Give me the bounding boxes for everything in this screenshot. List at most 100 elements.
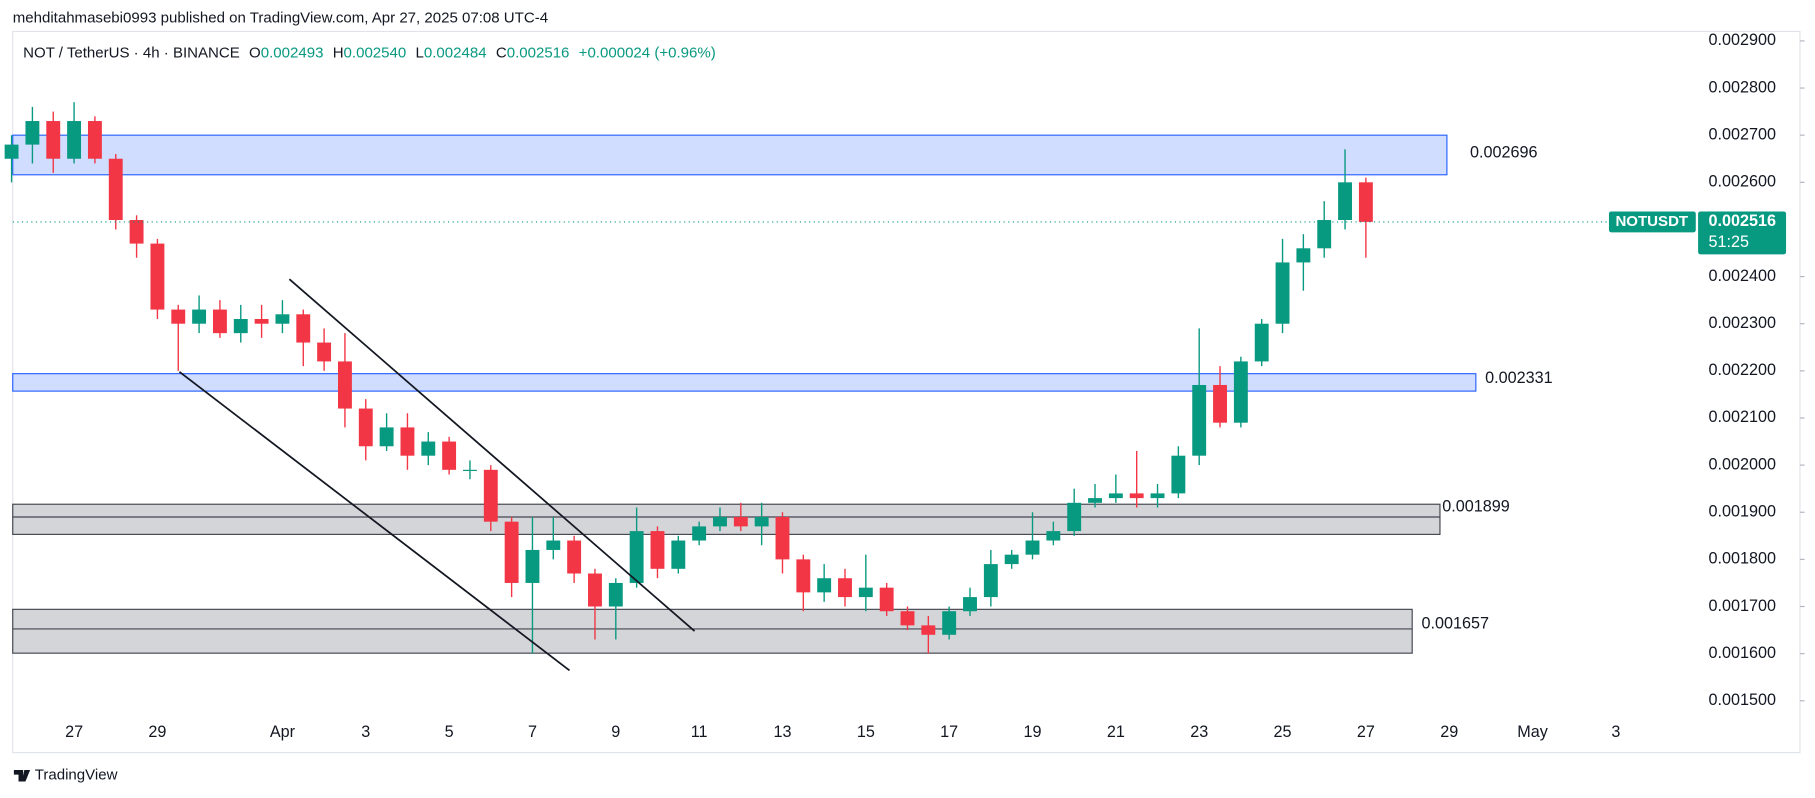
candle-body <box>337 361 352 409</box>
y-tick-label: 0.001600 <box>1709 644 1777 662</box>
candles <box>4 102 1373 654</box>
candle-body <box>1150 493 1165 499</box>
y-tick-label: 0.002000 <box>1709 455 1777 473</box>
candle-body <box>150 243 165 310</box>
candle-body <box>1046 531 1061 541</box>
price-tag <box>1698 211 1787 255</box>
candle-body <box>129 220 144 244</box>
x-tick-label: 17 <box>940 723 958 741</box>
zone-level-label: 0.001899 <box>1442 498 1510 516</box>
candle-body <box>879 587 894 612</box>
chart-header: NOT / TetherUS · 4h · BINANCE O0.002493 H0… <box>23 44 716 61</box>
x-tick-label: 13 <box>773 723 791 741</box>
y-tick-label: 0.001500 <box>1709 691 1777 709</box>
logo-icon <box>13 769 31 782</box>
zone-level-label: 0.002696 <box>1470 143 1538 161</box>
candle-body <box>4 144 19 159</box>
candle-body <box>921 625 936 635</box>
candle-body <box>1004 554 1019 565</box>
candle-body <box>608 582 623 607</box>
price-tag-countdown: 51:25 <box>1709 233 1750 251</box>
brand-logo: TradingView <box>13 767 118 784</box>
x-tick-label: 29 <box>148 723 166 741</box>
x-tick-label: 21 <box>1107 723 1125 741</box>
candle-body <box>588 573 602 607</box>
candle-body <box>796 559 811 593</box>
y-tick-label: 0.002100 <box>1709 408 1777 426</box>
candle-body <box>629 531 644 583</box>
ohlc-value: 0.002540 <box>344 44 407 61</box>
candle-body <box>358 408 373 447</box>
candle-body <box>87 121 102 159</box>
ohlc-value: 0.002493 <box>261 44 324 61</box>
candle-body <box>1171 455 1186 494</box>
symbol-tag-text: NOTUSDT <box>1615 213 1688 230</box>
candle-body <box>233 318 248 334</box>
candle-body <box>858 587 873 598</box>
brand-text: TradingView <box>35 767 118 784</box>
x-tick-label: 9 <box>611 723 620 741</box>
candle-body <box>275 314 290 324</box>
x-tick-label: 23 <box>1190 723 1208 741</box>
y-tick-label: 0.002900 <box>1709 31 1777 49</box>
candle-body <box>1213 384 1227 423</box>
y-tick-label: 0.002400 <box>1709 267 1777 285</box>
candle-body <box>317 342 332 362</box>
candle-body <box>1088 498 1102 503</box>
candle-body <box>942 611 957 635</box>
ohlc-value: 0.002516 <box>507 44 570 61</box>
y-tick-label: 0.002600 <box>1709 173 1777 191</box>
ohlc-key: O <box>249 44 261 61</box>
ohlc-value: 0.002484 <box>424 44 487 61</box>
candle-body <box>775 516 790 560</box>
y-tick-label: 0.001700 <box>1709 597 1777 615</box>
candle-body <box>525 549 540 583</box>
zone-level-label: 0.002331 <box>1485 369 1553 387</box>
candle-body <box>1338 182 1352 221</box>
candle-body <box>963 597 977 612</box>
x-tick-label: 27 <box>65 723 83 741</box>
x-tick-label: Apr <box>270 723 296 741</box>
x-tick-label: May <box>1517 723 1548 741</box>
candle-body <box>1358 182 1373 222</box>
ohlc-key: H <box>333 44 344 61</box>
zone <box>12 373 1477 392</box>
candle-body <box>692 526 707 541</box>
candle-body <box>733 516 748 527</box>
x-tick-label: 5 <box>445 723 454 741</box>
candle-body <box>650 531 665 569</box>
candle-body <box>192 309 207 324</box>
x-tick-label: 11 <box>691 723 708 741</box>
candle-body <box>1108 493 1123 499</box>
x-tick-label: 25 <box>1274 723 1292 741</box>
candle-body <box>46 121 61 159</box>
y-tick-label: 0.002300 <box>1709 314 1777 332</box>
zone <box>12 134 1448 176</box>
candle-body <box>900 611 915 626</box>
ohlc-key: C <box>496 44 507 61</box>
attribution: mehditahmasebi0993 published on TradingV… <box>13 10 548 27</box>
x-tick-label: 29 <box>1440 723 1458 741</box>
candle-body <box>379 427 394 447</box>
candle-body <box>400 427 415 456</box>
x-tick-label: 27 <box>1357 723 1375 741</box>
candle-body <box>1025 540 1040 555</box>
y-tick-label: 0.001800 <box>1709 550 1777 568</box>
candle-body <box>1275 262 1290 324</box>
y-tick-label: 0.002200 <box>1709 361 1777 379</box>
ohlc-key: L <box>416 44 424 61</box>
candle-body <box>1254 323 1269 362</box>
candle-body <box>67 121 82 159</box>
candle-body <box>108 158 123 221</box>
candle-body <box>983 564 998 598</box>
price-change: +0.000024 (+0.96%) <box>579 44 716 61</box>
candle-body <box>296 314 311 343</box>
price-tag-value: 0.002516 <box>1709 212 1777 230</box>
candle-body <box>212 309 227 334</box>
axes: 0.002900 0.002800 0.002700 0.002600 0.002400… <box>12 31 1805 741</box>
y-tick-label: 0.001900 <box>1709 503 1777 521</box>
x-tick-label: 19 <box>1024 723 1042 741</box>
